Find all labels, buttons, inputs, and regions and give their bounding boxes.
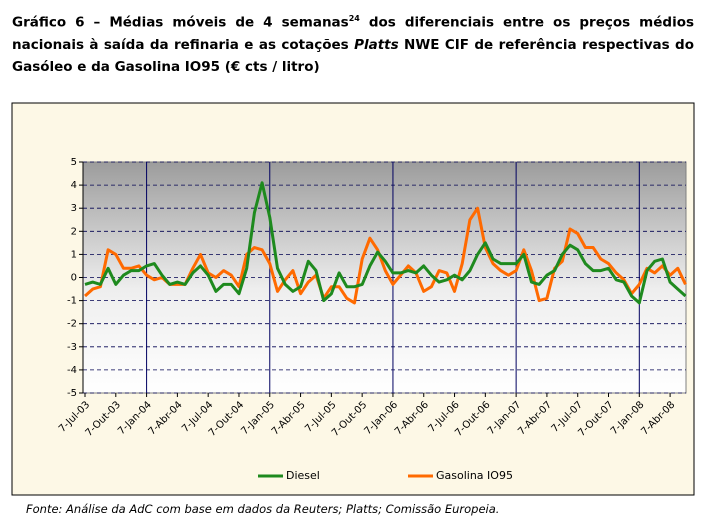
y-tick-label: 2 bbox=[71, 226, 77, 237]
heading: Gráfico 6 – Médias móveis de 4 semanas24… bbox=[12, 8, 694, 78]
chart: -5-4-3-2-10123457-Jul-037-Out-037-Jan-04… bbox=[11, 102, 695, 496]
source: Fonte: Análise da AdC com base em dados … bbox=[26, 502, 500, 516]
series-line bbox=[84, 181, 687, 305]
legend-label: Gasolina IO95 bbox=[436, 469, 513, 482]
heading-text: NWE CIF de referência respectivas do Gas… bbox=[12, 36, 694, 75]
footnote-ref: 24 bbox=[348, 14, 360, 23]
y-tick-label: 3 bbox=[71, 203, 77, 214]
y-tick-label: 0 bbox=[71, 273, 77, 284]
y-tick-label: -2 bbox=[67, 319, 77, 330]
y-tick-label: 5 bbox=[71, 157, 77, 168]
legend-label: Diesel bbox=[286, 469, 320, 482]
heading-text: dos diferenciais entre os preços médios … bbox=[12, 14, 695, 53]
heading-text: Gráfico 6 – Médias móveis de 4 semanas bbox=[12, 14, 349, 31]
y-tick-label: 1 bbox=[71, 249, 77, 260]
y-tick-label: -4 bbox=[67, 365, 77, 376]
y-tick-label: -3 bbox=[67, 342, 77, 353]
heading-emphasis: Platts bbox=[354, 36, 399, 53]
y-tick-label: -1 bbox=[67, 296, 77, 307]
y-tick-label: -5 bbox=[67, 388, 77, 399]
y-tick-label: 4 bbox=[71, 180, 77, 191]
